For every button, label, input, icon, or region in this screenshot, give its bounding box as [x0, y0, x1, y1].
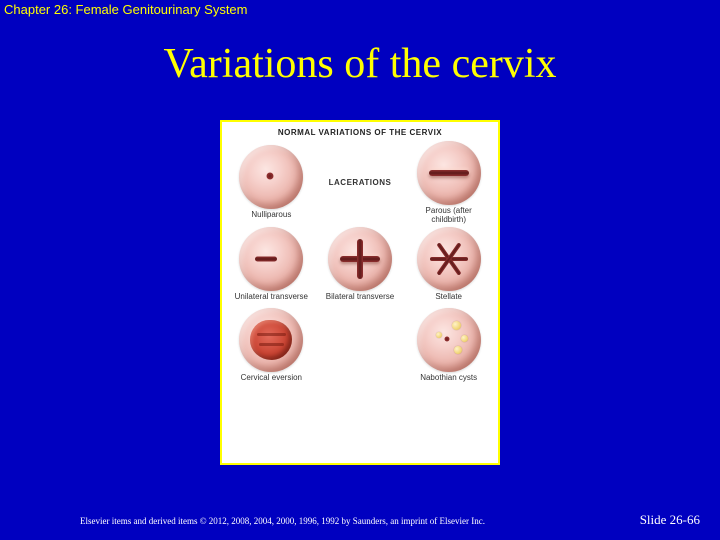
cell-bilateral: Bilateral transverse — [326, 227, 394, 302]
cell-stellate: Stellate — [417, 227, 481, 302]
figure-panel: NORMAL VARIATIONS OF THE CERVIX Nullipar… — [220, 120, 500, 465]
cervix-eversion-icon — [239, 308, 303, 372]
figure-grid: Nulliparous LACERATIONS Parous (after ch… — [230, 141, 490, 475]
section-label-cell: LACERATIONS — [329, 178, 392, 187]
caption-bilateral: Bilateral transverse — [326, 293, 394, 302]
cell-nabothian: Nabothian cysts — [417, 308, 481, 383]
caption-stellate: Stellate — [435, 293, 462, 302]
cervix-stellate-icon — [417, 227, 481, 291]
cervix-nabothian-icon — [417, 308, 481, 372]
chapter-header: Chapter 26: Female Genitourinary System — [4, 2, 248, 17]
cell-eversion: Cervical eversion — [239, 308, 303, 383]
page-title: Variations of the cervix — [0, 40, 720, 88]
slide-number: Slide 26-66 — [640, 512, 700, 528]
cell-unilateral: Unilateral transverse — [235, 227, 308, 302]
cervix-nulliparous-icon — [239, 145, 303, 209]
cervix-unilateral-icon — [239, 227, 303, 291]
cell-parous: Parous (after childbirth) — [407, 141, 490, 225]
caption-nulliparous: Nulliparous — [251, 211, 291, 220]
caption-eversion: Cervical eversion — [241, 374, 302, 383]
cell-nulliparous: Nulliparous — [239, 145, 303, 220]
figure-heading: NORMAL VARIATIONS OF THE CERVIX — [230, 128, 490, 137]
cervix-parous-icon — [417, 141, 481, 205]
cervix-bilateral-icon — [328, 227, 392, 291]
caption-parous: Parous (after childbirth) — [407, 207, 490, 225]
section-label: LACERATIONS — [329, 178, 392, 187]
caption-nabothian: Nabothian cysts — [420, 374, 477, 383]
copyright-text: Elsevier items and derived items © 2012,… — [80, 516, 485, 526]
caption-unilateral: Unilateral transverse — [235, 293, 308, 302]
